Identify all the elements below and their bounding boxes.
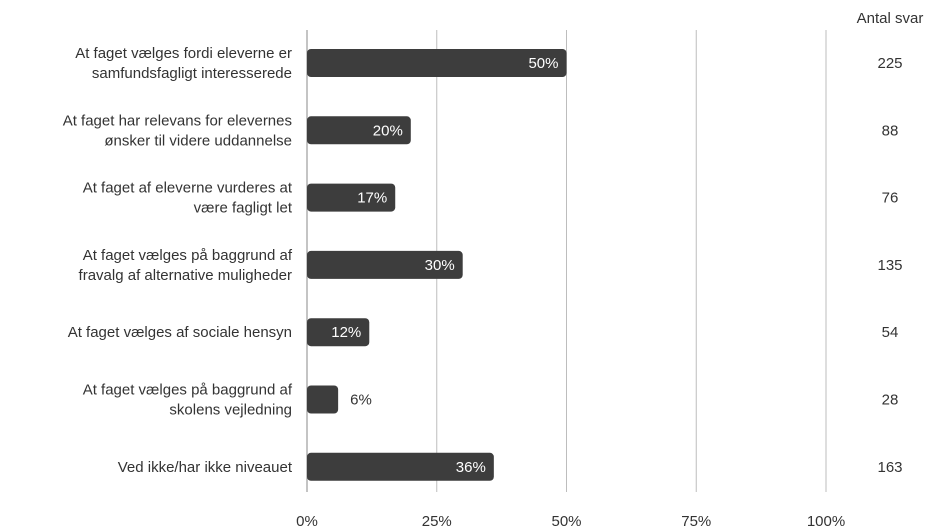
bar-value-label: 6% [350,392,372,409]
category-label: At faget vælges fordi eleverne er samfund… [75,45,292,82]
bar [307,183,396,212]
category-label: At faget af eleverne vurderes at være fag… [83,180,293,217]
count-value: 225 [877,55,902,72]
bars: 50% 20% 17% 30% 12% 6% 36% [307,49,567,481]
category-label: At faget vælges af sociale hensyn [68,324,292,341]
count-value: 54 [882,324,899,341]
count-value: 163 [877,459,902,476]
x-tick-label: 25% [422,513,452,530]
bar-value-label: 20% [373,122,403,139]
bar-value-label: 17% [357,190,387,207]
category-label: At faget har relevans for elevernes ønske… [63,112,292,149]
x-axis-ticks: 0% 25% 50% 75% 100% [296,513,845,530]
gridlines [306,30,827,492]
bar-value-label: 50% [528,55,558,72]
category-label: Ved ikke/har ikke niveauet [118,459,293,476]
bar [307,318,370,347]
category-label: At faget vælges på baggrund af skolens ve… [83,382,293,419]
x-tick-label: 100% [807,513,845,530]
category-label: At faget vælges på baggrund af fravalg af… [79,247,293,284]
bar [307,250,463,279]
x-tick-label: 0% [296,513,318,530]
bar [307,49,567,77]
category-labels: At faget vælges fordi eleverne er samfund… [63,45,293,476]
count-value: 28 [882,392,899,409]
counts-column: Antal svar 225 88 76 135 54 28 163 [857,10,924,476]
counts-header: Antal svar [857,10,924,27]
bar-value-label: 36% [456,459,486,476]
bar-value-label: 30% [425,257,455,274]
x-tick-label: 50% [551,513,581,530]
count-value: 76 [882,190,899,207]
bar [307,385,339,414]
bar [307,116,411,145]
bar [307,452,494,481]
bar-value-label: 12% [331,324,361,341]
count-value: 135 [877,257,902,274]
x-tick-label: 75% [681,513,711,530]
count-value: 88 [882,122,899,139]
